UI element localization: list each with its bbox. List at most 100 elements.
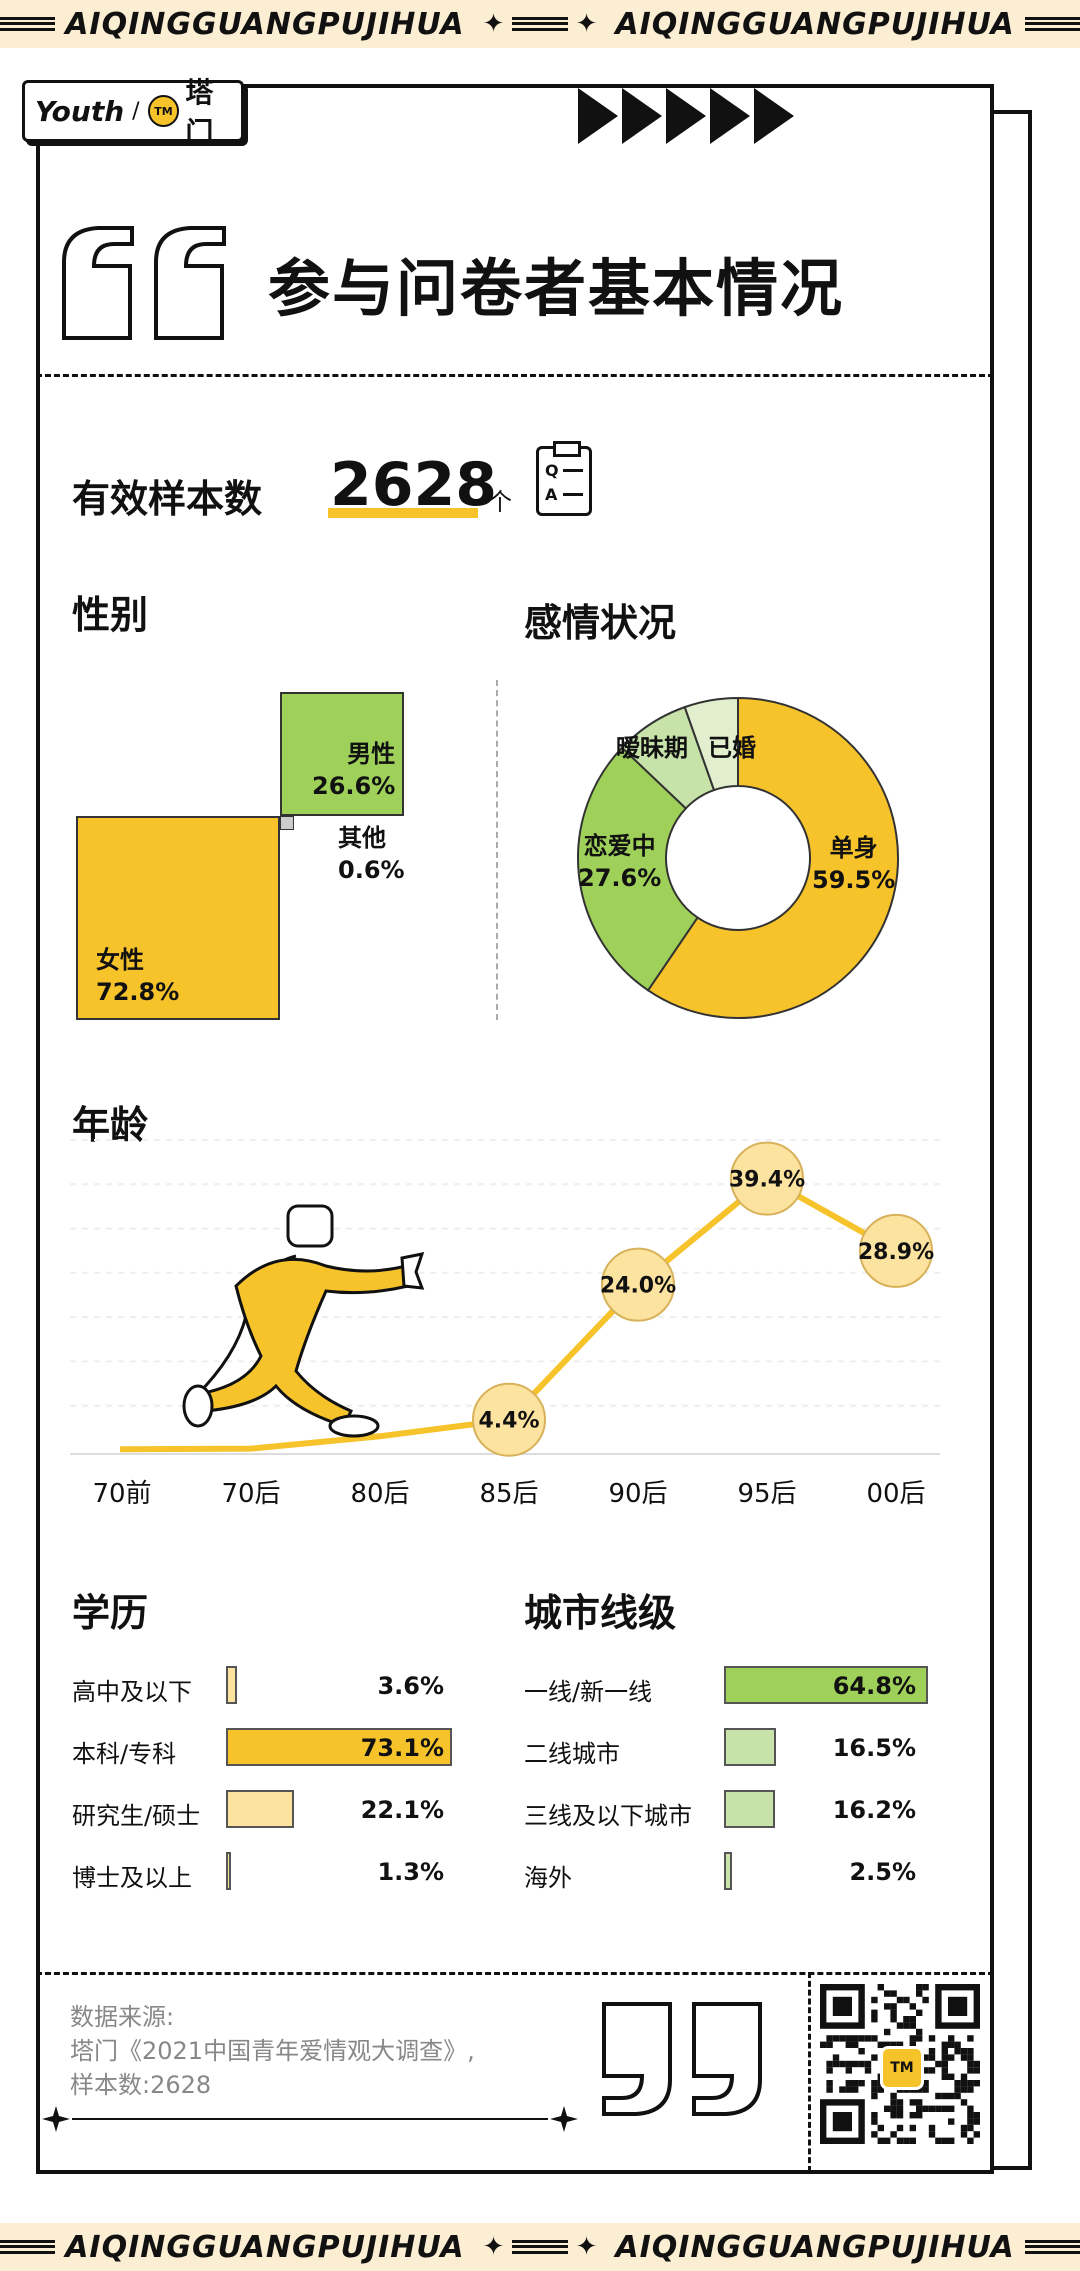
qr-module [832,2035,840,2042]
star-icon: ✦ [575,2232,598,2262]
qr-module [909,2016,916,2023]
qr-module [973,2131,980,2138]
section-divider [36,374,994,377]
qr-module [941,2048,948,2055]
qr-module [960,2048,968,2055]
dancer-illustration [182,1204,425,1438]
qr-module [826,2080,833,2087]
qr-module [896,2099,904,2106]
qr-module [890,1990,897,1997]
top-banner: AIQINGGUANGPUJIHUA ✦ ✦ AIQINGGUANGPUJIHU… [0,0,1080,48]
qr-center-logo: TM [880,2046,924,2090]
star-icon: ✦ [482,9,505,39]
qr-module [916,2009,923,2016]
qr-module [967,2124,974,2132]
city-bar [724,1852,732,1890]
qr-module [884,2028,891,2036]
city-title: 城市线级 [524,1591,677,1635]
qr-module [877,2041,884,2048]
donut-slice-1 [577,746,699,992]
qr-module [941,2137,948,2144]
donut-slice-3 [683,696,739,792]
qr-module [973,2112,980,2119]
qr-module [896,2022,904,2029]
qr-module [858,2048,865,2055]
qr-module [954,2086,961,2093]
relationship-title: 感情状况 [524,601,677,645]
qr-module [909,2137,916,2144]
qr-module [877,2124,884,2132]
qr-module [922,1996,929,2004]
relationship-donut-chart [577,696,899,1019]
qr-module [916,2035,923,2042]
city-bar [724,1728,776,1766]
qr-code[interactable] [820,1984,980,2144]
qr-module [935,2060,942,2068]
qr-module [845,2035,852,2042]
bottom-banner: AIQINGGUANGPUJIHUA ✦ ✦ AIQINGGUANGPUJIHU… [0,2223,1080,2271]
qr-module [967,2060,974,2068]
qr-module [852,2080,859,2087]
qr-module [916,2099,923,2106]
qr-module [922,2105,929,2112]
age-tick-label: 90后 [608,1479,667,1509]
qr-module [839,2086,846,2093]
qr-module [845,2041,852,2048]
qr-module [832,2060,840,2068]
qr-module [948,2118,955,2125]
married-label: 已婚 [708,734,756,762]
city-pct-label: 16.5% [832,1734,916,1762]
qr-module [973,2118,980,2125]
qr-module [832,2054,840,2061]
qr-module [954,2080,961,2087]
qr-module [871,1996,878,2004]
qr-module [941,2060,948,2068]
qr-module [928,2067,936,2074]
education-pct-label: 1.3% [377,1858,444,1886]
education-row-label: 博士及以上 [72,1864,192,1892]
education-bar [226,1790,295,1828]
education-pct-label: 73.1% [360,1734,444,1762]
brand-badge: Youth / TM 塔门 [22,76,244,149]
qr-module [871,2054,878,2061]
gender-female-square [76,816,280,1020]
education-row-label: 高中及以下 [72,1678,192,1706]
age-line-chart: 4.4% 24.0% 39.4% 28.9% 70前 70后 80后 85后 90后 95后 00后 [70,1139,940,1509]
qr-module [884,2105,891,2112]
qr-module [941,2105,948,2112]
qr-module [948,2035,955,2042]
education-bar [226,1666,238,1704]
city-pct-label: 2.5% [849,1858,916,1886]
qr-module [896,2137,904,2144]
female-label: 女性 72.8% [96,946,180,1006]
age-tick-label: 00后 [866,1479,925,1509]
qr-module [826,2086,833,2093]
qr-module [871,2086,878,2093]
source-title: 数据来源: [70,2003,175,2031]
qr-module [948,2041,955,2048]
city-row-label: 三线及以下城市 [524,1802,692,1830]
age-tick-label: 80后 [350,1479,409,1509]
qr-finder-core [832,1996,852,2016]
qr-module [967,2118,974,2125]
qr-module [960,2080,968,2087]
qr-module [858,2035,865,2042]
gender-male-square [280,692,404,816]
qr-module [948,2054,955,2061]
qr-module [909,2035,916,2042]
qr-module [916,2086,923,2093]
qr-module [890,2041,897,2048]
city-bar [724,1790,775,1828]
education-pct-label: 22.1% [360,1796,444,1824]
qr-module [871,2009,878,2016]
banner-stripe [1024,17,1080,31]
qr-module [928,2035,936,2042]
sample-label: 有效样本数 [72,477,263,521]
qr-module [877,2137,884,2144]
qr-module [909,2022,916,2029]
banner-slogan: AIQINGGUANGPUJIHUA [65,2229,465,2265]
age-point-bubble [859,1213,933,1288]
qr-module [928,2054,936,2061]
qr-module [858,2080,865,2087]
education-row-label: 本科/专科 [72,1740,177,1768]
